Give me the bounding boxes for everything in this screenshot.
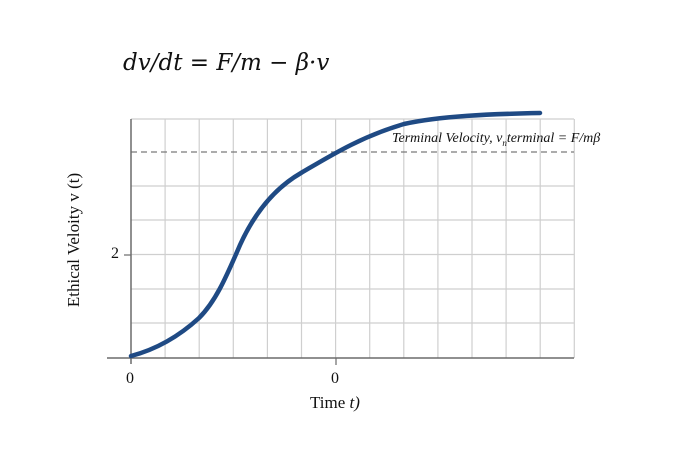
- x-tick-label: 0: [126, 370, 134, 387]
- annotation-prefix: Terminal Velocity, v: [392, 131, 503, 146]
- y-axis-label: Ethical Veloity v (t): [64, 172, 83, 308]
- y-tick-label: 2: [111, 245, 119, 262]
- annotation-subscript: n: [502, 138, 507, 148]
- annotation-suffix: terminal = F/mβ: [506, 131, 601, 146]
- x-axis-label-prefix: Time: [310, 393, 350, 412]
- velocity-curve: [128, 110, 543, 359]
- x-axis-label-var: t): [349, 393, 360, 412]
- grid-lines: [131, 118, 575, 358]
- terminal-velocity-annotation: Terminal Velocity, vnterminal = F/mβ: [392, 131, 600, 148]
- x-axis-label: Time t): [310, 393, 360, 413]
- x-tick-label: 0: [331, 370, 339, 387]
- equation-title: dv/dt = F/m − β·v: [123, 50, 330, 76]
